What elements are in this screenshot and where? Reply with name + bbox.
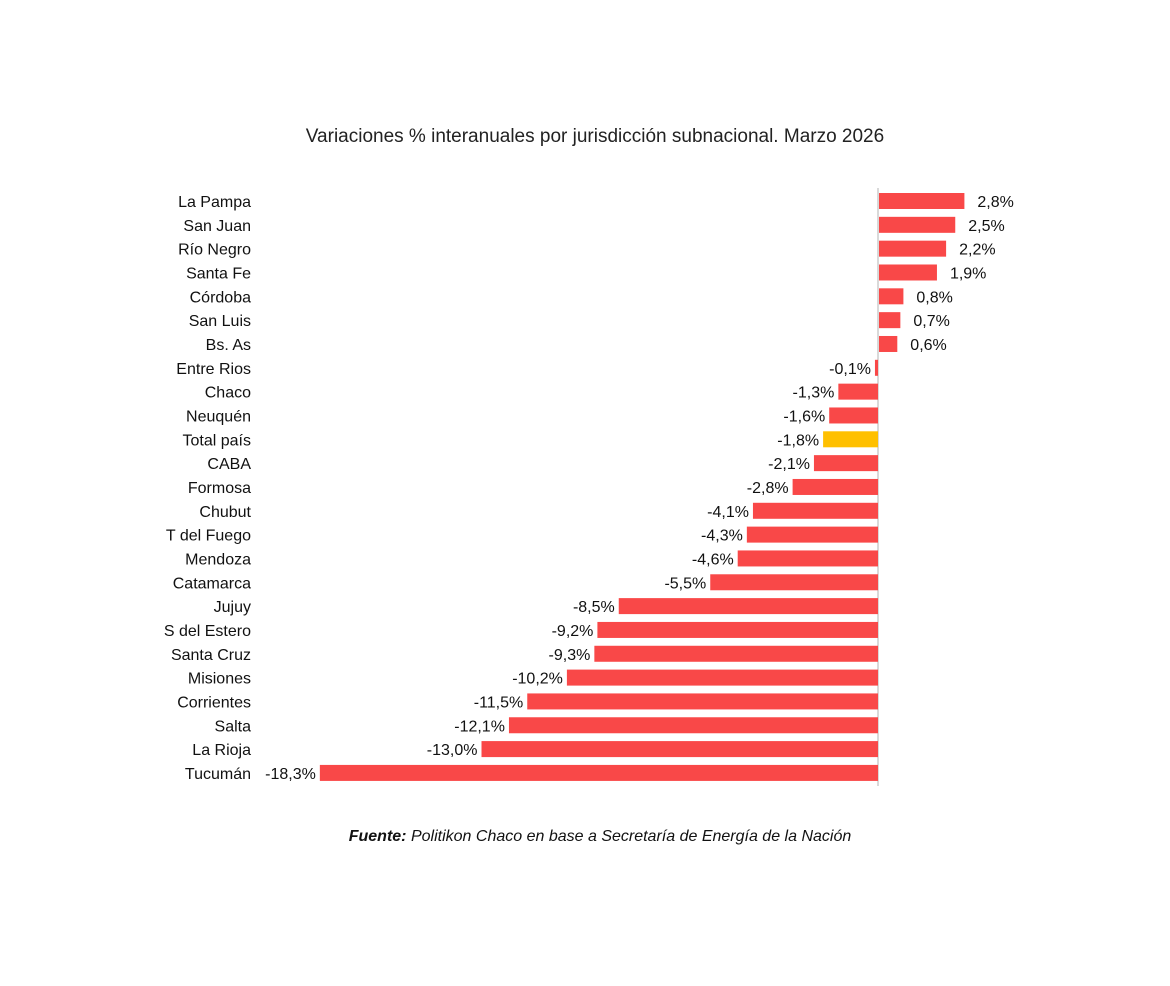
value-label: -4,3% xyxy=(701,528,743,545)
source-label: Fuente: xyxy=(348,828,407,845)
bar xyxy=(527,693,878,710)
category-label: La Pampa xyxy=(178,194,251,211)
category-label: CABA xyxy=(207,456,251,473)
bar xyxy=(879,312,901,329)
source-text: Politikon Chaco en base a Secretaría de … xyxy=(410,828,852,845)
bar xyxy=(481,741,878,758)
value-label: 0,6% xyxy=(910,337,946,354)
value-label: -4,1% xyxy=(707,504,749,521)
category-label: Formosa xyxy=(188,480,251,497)
chart-title: Variaciones % interanuales por jurisdicc… xyxy=(305,126,885,147)
value-label: -1,3% xyxy=(793,385,835,402)
bar xyxy=(879,216,956,233)
category-label: Santa Fe xyxy=(186,265,251,282)
category-label: Chaco xyxy=(205,385,251,402)
category-label: Chubut xyxy=(199,504,251,521)
bar xyxy=(752,502,878,519)
bar xyxy=(874,359,878,376)
bar xyxy=(813,455,878,472)
category-label: Misiones xyxy=(188,671,251,688)
category-label: T del Fuego xyxy=(166,528,251,545)
bar xyxy=(508,717,878,734)
category-label: Corrientes xyxy=(177,694,251,711)
value-label: -18,3% xyxy=(265,766,316,783)
value-label: -8,5% xyxy=(573,599,615,616)
bar xyxy=(710,574,878,591)
category-label: Río Negro xyxy=(178,242,251,259)
bar xyxy=(746,526,878,543)
value-label: -4,6% xyxy=(692,551,734,568)
bar xyxy=(823,431,878,448)
value-label: 2,8% xyxy=(977,194,1013,211)
category-label: Total país xyxy=(183,432,251,449)
bar xyxy=(594,645,878,662)
bar xyxy=(879,240,947,257)
value-label: -1,8% xyxy=(777,432,819,449)
bar xyxy=(838,383,878,400)
chart-source: Fuente: Politikon Chaco en base a Secret… xyxy=(0,828,1170,846)
bar xyxy=(792,478,878,495)
value-label: -9,3% xyxy=(549,647,591,664)
category-label: Catamarca xyxy=(173,575,251,592)
bar xyxy=(879,193,965,209)
category-label: Mendoza xyxy=(185,551,251,568)
bar xyxy=(618,598,878,615)
value-label: -1,6% xyxy=(783,408,825,425)
category-label: S del Estero xyxy=(164,623,251,640)
category-label: Tucumán xyxy=(185,766,251,783)
bar xyxy=(566,669,878,686)
value-label: 2,2% xyxy=(959,242,995,259)
value-label: -0,1% xyxy=(829,361,871,378)
value-label: -11,5% xyxy=(474,694,524,711)
category-label: Bs. As xyxy=(206,337,251,354)
value-label: -12,1% xyxy=(454,718,505,735)
value-label: -13,0% xyxy=(427,742,478,759)
category-label: San Luis xyxy=(189,313,251,330)
category-label: Entre Rios xyxy=(176,361,251,378)
category-label: La Rioja xyxy=(192,742,251,759)
category-label: Santa Cruz xyxy=(171,647,251,664)
value-label: -9,2% xyxy=(552,623,594,640)
value-label: -2,1% xyxy=(768,456,810,473)
value-label: -10,2% xyxy=(512,671,563,688)
value-label: -2,8% xyxy=(747,480,789,497)
bar xyxy=(737,550,878,567)
bar xyxy=(319,764,879,781)
category-label: San Juan xyxy=(183,218,251,235)
value-label: -5,5% xyxy=(664,575,706,592)
category-label: Córdoba xyxy=(190,289,251,306)
value-label: 1,9% xyxy=(950,265,986,282)
value-label: 0,8% xyxy=(916,289,952,306)
category-label: Salta xyxy=(215,718,252,735)
bar xyxy=(597,621,878,638)
value-label: 2,5% xyxy=(968,218,1004,235)
value-label: 0,7% xyxy=(913,313,949,330)
bar xyxy=(879,288,904,305)
bar xyxy=(879,335,898,352)
bar xyxy=(829,407,878,424)
bar xyxy=(879,264,937,281)
category-label: Jujuy xyxy=(214,599,251,616)
category-label: Neuquén xyxy=(186,408,251,425)
